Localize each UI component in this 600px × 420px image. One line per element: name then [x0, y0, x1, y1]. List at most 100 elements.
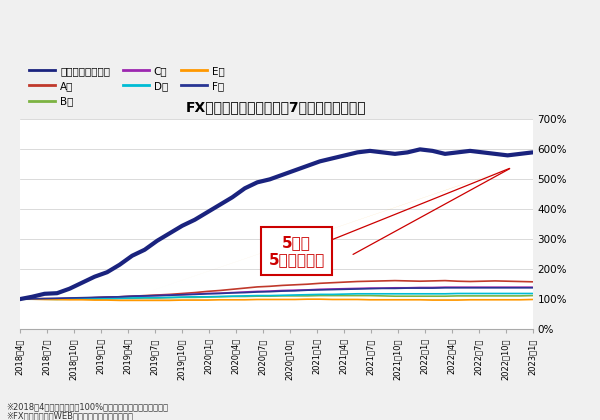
トレイダーズ証券: [154, 238, 161, 243]
B社: [28, 297, 35, 302]
A社: [367, 279, 374, 284]
Title: FX預り資産公表主要企業7社の預り資産推移: FX預り資産公表主要企業7社の預り資産推移: [186, 100, 367, 114]
A社: [404, 278, 411, 284]
B社: [254, 294, 261, 299]
トレイダーズ証券: [28, 294, 35, 299]
F社: [429, 286, 436, 291]
B社: [141, 295, 148, 300]
F社: [341, 287, 349, 292]
D社: [379, 291, 386, 297]
B社: [429, 294, 436, 299]
A社: [329, 280, 336, 285]
A社: [266, 284, 274, 289]
E社: [191, 297, 199, 302]
トレイダーズ証券: [79, 280, 86, 285]
A社: [191, 290, 199, 295]
A社: [354, 279, 361, 284]
F社: [379, 286, 386, 291]
B社: [16, 297, 23, 302]
F社: [141, 293, 148, 298]
C社: [367, 286, 374, 291]
E社: [216, 297, 223, 302]
E社: [491, 297, 499, 302]
C社: [154, 293, 161, 298]
A社: [454, 279, 461, 284]
トレイダーズ証券: [304, 163, 311, 168]
A社: [442, 278, 449, 283]
A社: [416, 279, 424, 284]
C社: [53, 296, 61, 301]
D社: [91, 296, 98, 301]
C社: [79, 295, 86, 300]
B社: [179, 295, 186, 300]
D社: [166, 295, 173, 300]
トレイダーズ証券: [279, 172, 286, 177]
A社: [203, 289, 211, 294]
C社: [28, 297, 35, 302]
E社: [504, 297, 511, 302]
A社: [379, 278, 386, 284]
C社: [442, 285, 449, 290]
B社: [41, 297, 48, 302]
E社: [28, 297, 35, 302]
D社: [391, 291, 398, 297]
D社: [79, 297, 86, 302]
F社: [279, 289, 286, 294]
D社: [442, 291, 449, 297]
トレイダーズ証券: [517, 151, 524, 156]
E社: [79, 297, 86, 302]
E社: [329, 297, 336, 302]
E社: [166, 298, 173, 303]
C社: [104, 295, 111, 300]
F社: [53, 296, 61, 301]
C社: [291, 288, 298, 293]
E社: [391, 297, 398, 302]
D社: [179, 294, 186, 299]
D社: [154, 295, 161, 300]
D社: [141, 295, 148, 300]
E社: [41, 297, 48, 302]
Text: ※FX主要企業各社WEBサイトの公表資料より集計: ※FX主要企業各社WEBサイトの公表資料より集計: [6, 411, 133, 420]
C社: [529, 285, 536, 290]
B社: [354, 293, 361, 298]
F社: [466, 285, 473, 290]
B社: [166, 295, 173, 300]
トレイダーズ証券: [391, 151, 398, 156]
B社: [104, 296, 111, 301]
B社: [241, 294, 248, 299]
A社: [79, 296, 86, 301]
E社: [141, 298, 148, 303]
F社: [304, 288, 311, 293]
B社: [304, 293, 311, 298]
F社: [16, 297, 23, 302]
A社: [166, 292, 173, 297]
トレイダーズ証券: [128, 253, 136, 258]
C社: [16, 297, 23, 302]
Line: C社: C社: [19, 287, 533, 299]
C社: [266, 289, 274, 294]
B社: [291, 293, 298, 298]
D社: [354, 291, 361, 297]
E社: [442, 297, 449, 302]
E社: [229, 297, 236, 302]
トレイダーズ証券: [354, 150, 361, 155]
C社: [41, 297, 48, 302]
B社: [329, 293, 336, 298]
B社: [367, 293, 374, 298]
D社: [416, 291, 424, 297]
C社: [341, 286, 349, 291]
E社: [304, 297, 311, 302]
C社: [179, 292, 186, 297]
F社: [504, 285, 511, 290]
B社: [191, 295, 199, 300]
E社: [279, 297, 286, 302]
A社: [479, 279, 486, 284]
C社: [229, 290, 236, 295]
E社: [203, 297, 211, 302]
B社: [466, 293, 473, 298]
A社: [16, 297, 23, 302]
F社: [128, 294, 136, 299]
D社: [28, 297, 35, 302]
C社: [429, 285, 436, 290]
E社: [104, 297, 111, 302]
